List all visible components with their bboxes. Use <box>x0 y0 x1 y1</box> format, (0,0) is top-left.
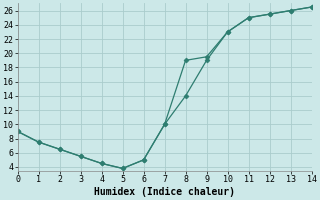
X-axis label: Humidex (Indice chaleur): Humidex (Indice chaleur) <box>94 186 235 197</box>
